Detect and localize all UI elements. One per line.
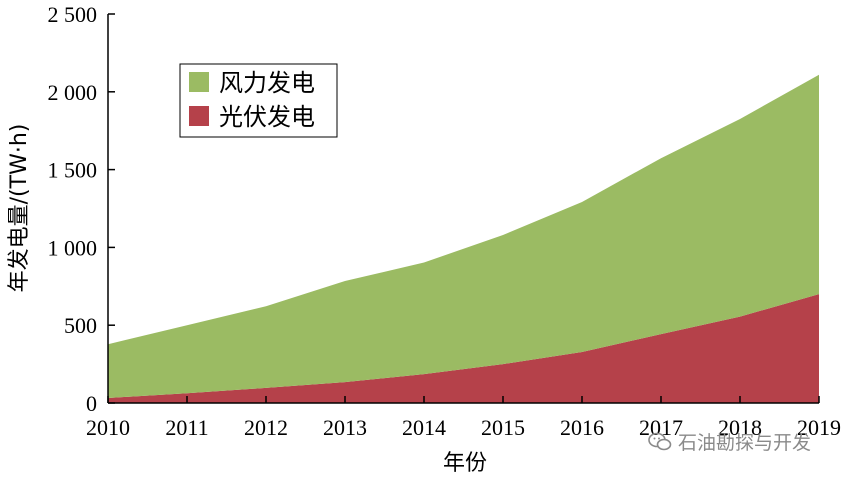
area-series-0 — [108, 294, 819, 403]
x-axis-title: 年份 — [443, 451, 487, 476]
y-tick-label: 2 000 — [48, 80, 98, 105]
y-tick-label: 0 — [86, 391, 97, 416]
x-tick-label: 2012 — [244, 415, 288, 440]
y-tick-label: 500 — [64, 313, 97, 338]
area-series-1 — [108, 74, 819, 398]
x-tick-label: 2017 — [639, 415, 683, 440]
watermark-text: 石油勘探与开发 — [678, 432, 812, 454]
x-tick-label: 2010 — [86, 415, 130, 440]
x-tick-label: 2015 — [481, 415, 525, 440]
y-tick-label: 2 500 — [48, 2, 98, 27]
x-tick-label: 2019 — [797, 415, 841, 440]
legend-label: 光伏发电 — [219, 103, 315, 131]
x-tick-label: 2018 — [718, 415, 762, 440]
legend-swatch — [189, 106, 209, 126]
x-tick-label: 2011 — [165, 415, 208, 440]
x-tick-label: 2013 — [323, 415, 367, 440]
watermark: 石油勘探与开发 — [648, 428, 811, 455]
legend-label: 风力发电 — [219, 69, 315, 97]
x-tick-label: 2016 — [560, 415, 604, 440]
wechat-icon — [648, 432, 672, 450]
axes — [107, 14, 819, 404]
y-axis-title: 年发电量/(TW·h) — [7, 124, 32, 293]
y-ticks: 0 500 1 000 1 500 2 000 2 500 — [48, 2, 115, 416]
x-ticks: 2010 2011 2012 2013 2014 2015 2016 2017 2018 2019 — [86, 396, 841, 440]
series-areas — [108, 74, 819, 403]
legend-swatch — [189, 72, 209, 92]
x-tick-label: 2014 — [402, 415, 446, 440]
y-tick-label: 1 000 — [48, 235, 98, 260]
y-tick-label: 1 500 — [48, 158, 98, 183]
